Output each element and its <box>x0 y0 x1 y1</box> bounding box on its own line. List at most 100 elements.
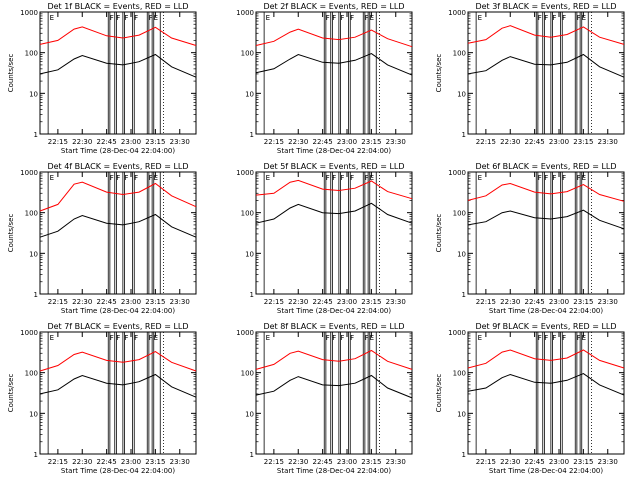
x-tick-label: 22:30 <box>288 458 308 466</box>
region-label: F <box>365 174 369 182</box>
x-tick-label: 23:00 <box>549 138 569 146</box>
region-label: F <box>562 174 566 182</box>
y-tick-label: 1000 <box>20 169 38 177</box>
region-label: F <box>116 174 120 182</box>
y-axis-label: Counts/sec <box>435 214 443 253</box>
panel-title: Det 4f BLACK = Events, RED = LLD <box>47 162 188 171</box>
region-label: E <box>266 14 270 22</box>
region-label: E <box>582 14 586 22</box>
y-tick-label: 1 <box>250 131 254 139</box>
series-events-line <box>255 374 413 399</box>
x-tick-label: 22:30 <box>500 458 520 466</box>
y-tick-label: 100 <box>241 370 254 378</box>
y-tick-label: 100 <box>241 50 254 58</box>
region-label: F <box>552 14 556 22</box>
x-tick-label: 23:30 <box>598 138 618 146</box>
region-label: F <box>149 14 153 22</box>
region-label: F <box>149 334 153 342</box>
x-tick-label: 22:30 <box>288 138 308 146</box>
x-tick-label: 22:45 <box>525 138 545 146</box>
plot-frame <box>255 11 413 135</box>
x-tick-label: 23:30 <box>386 458 406 466</box>
y-tick-label: 1 <box>250 451 254 459</box>
region-label: F <box>326 334 330 342</box>
x-tick-label: 22:45 <box>313 138 333 146</box>
series-events-line <box>39 213 197 238</box>
plot-frame <box>255 331 413 455</box>
x-tick-label: 22:30 <box>500 298 520 306</box>
series-lld-line <box>255 349 413 370</box>
region-label: E <box>266 174 270 182</box>
series-lld-line <box>39 181 197 212</box>
y-tick-label: 10 <box>29 410 38 418</box>
x-tick-label: 22:15 <box>48 458 68 466</box>
region-label: E <box>478 174 482 182</box>
x-tick-label: 23:00 <box>337 298 357 306</box>
x-tick-label: 23:30 <box>386 138 406 146</box>
series-lld-line <box>467 182 625 202</box>
x-tick-label: 22:15 <box>48 298 68 306</box>
region-label: F <box>544 174 548 182</box>
y-tick-label: 1000 <box>236 329 254 337</box>
x-tick-label: 23:30 <box>598 298 618 306</box>
y-tick-label: 10 <box>29 250 38 258</box>
x-tick-label: 22:45 <box>313 458 333 466</box>
y-axis-label: Counts/sec <box>435 54 443 93</box>
y-axis-label: Counts/sec <box>7 374 15 413</box>
x-tick-label: 22:45 <box>525 458 545 466</box>
panel-title: Det 9f BLACK = Events, RED = LLD <box>475 322 616 331</box>
region-label: E <box>50 334 54 342</box>
plot-frame <box>39 171 197 295</box>
region-label: F <box>552 334 556 342</box>
region-label: F <box>124 14 128 22</box>
region-label: F <box>134 334 138 342</box>
plot-frame <box>39 11 197 135</box>
panel-7: Det 7f BLACK = Events, RED = LLD 1 10 100 10… <box>7 322 197 475</box>
y-axis-label: Counts/sec <box>7 214 15 253</box>
x-tick-label: 23:00 <box>549 458 569 466</box>
y-tick-label: 10 <box>245 250 254 258</box>
plot-frame <box>467 331 625 455</box>
x-axis-label: Start Time (28-Dec-04 22:04:00) <box>277 307 391 315</box>
region-label: E <box>478 334 482 342</box>
x-tick-label: 23:15 <box>145 138 165 146</box>
region-label: F <box>110 14 114 22</box>
y-tick-label: 1 <box>462 451 466 459</box>
panel-title: Det 2f BLACK = Events, RED = LLD <box>263 2 404 11</box>
y-tick-label: 1 <box>250 291 254 299</box>
x-tick-label: 22:30 <box>72 298 92 306</box>
y-tick-label: 100 <box>25 50 38 58</box>
region-label: E <box>478 14 482 22</box>
panel-title: Det 3f BLACK = Events, RED = LLD <box>475 2 616 11</box>
x-tick-label: 22:15 <box>264 458 284 466</box>
x-tick-label: 22:30 <box>72 138 92 146</box>
series-events-line <box>467 209 625 230</box>
y-tick-label: 100 <box>453 210 466 218</box>
region-label: F <box>149 174 153 182</box>
x-tick-label: 23:30 <box>598 458 618 466</box>
plot-frame <box>467 11 625 135</box>
x-tick-label: 22:45 <box>97 458 117 466</box>
x-tick-label: 23:15 <box>361 298 381 306</box>
x-tick-label: 23:30 <box>170 298 190 306</box>
x-tick-label: 22:30 <box>500 138 520 146</box>
region-label: F <box>577 14 581 22</box>
x-tick-label: 23:00 <box>121 298 141 306</box>
panel-title: Det 1f BLACK = Events, RED = LLD <box>47 2 188 11</box>
x-tick-label: 22:15 <box>476 458 496 466</box>
x-tick-label: 22:15 <box>264 298 284 306</box>
region-label: E <box>370 14 374 22</box>
plot-frame <box>255 171 413 295</box>
x-axis-label: Start Time (28-Dec-04 22:04:00) <box>61 467 175 475</box>
region-label: F <box>538 334 542 342</box>
y-tick-label: 100 <box>453 370 466 378</box>
region-label: F <box>365 14 369 22</box>
region-label: E <box>266 334 270 342</box>
y-tick-label: 10 <box>245 410 254 418</box>
region-label: E <box>370 334 374 342</box>
region-label: F <box>544 334 548 342</box>
panel-1: Det 1f BLACK = Events, RED = LLD 1 10 100 10… <box>7 2 197 155</box>
region-label: F <box>538 174 542 182</box>
region-label: E <box>50 14 54 22</box>
